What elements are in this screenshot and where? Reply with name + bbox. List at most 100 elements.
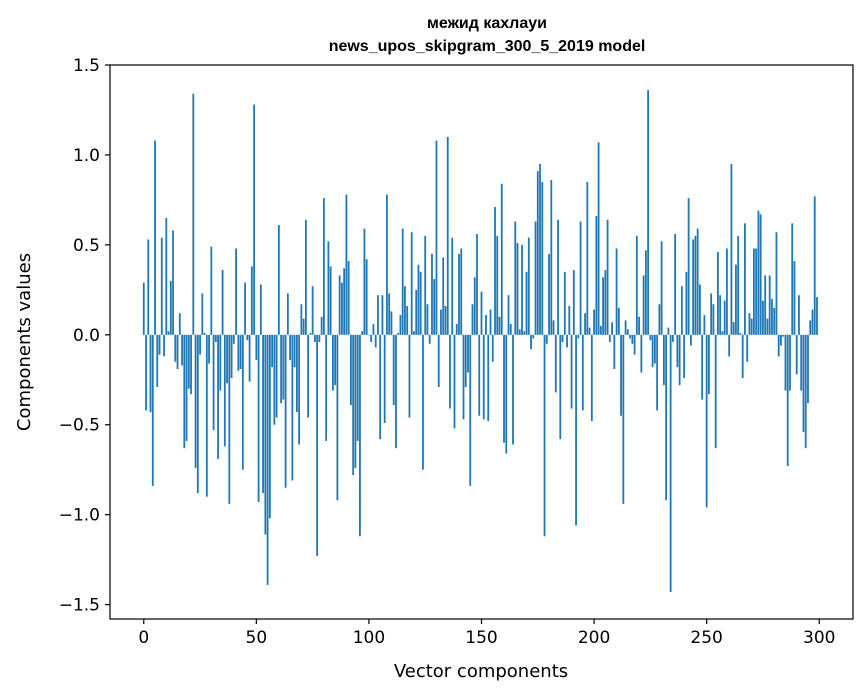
bar: [721, 331, 724, 335]
plot-frame: [109, 64, 854, 620]
bar: [266, 334, 269, 585]
bar: [552, 320, 555, 335]
bar: [512, 334, 514, 445]
x-tick-label: 150: [465, 628, 497, 648]
bar: [753, 248, 755, 335]
bar: [737, 235, 740, 335]
bar: [478, 334, 481, 416]
bar: [392, 334, 395, 405]
bar: [735, 264, 737, 335]
bar: [631, 334, 634, 344]
bar: [377, 295, 379, 335]
bar: [685, 271, 688, 335]
bar: [399, 315, 402, 335]
bar: [165, 217, 168, 335]
bar: [530, 334, 532, 350]
bar: [381, 295, 384, 335]
bar: [714, 334, 717, 449]
bar: [662, 334, 665, 386]
bar: [784, 334, 787, 391]
bar: [800, 334, 803, 391]
bar: [442, 257, 445, 335]
bar: [228, 334, 231, 504]
bar: [759, 214, 762, 335]
y-tick-label: −0.5: [59, 416, 100, 436]
bar: [302, 318, 305, 335]
bar: [496, 235, 499, 335]
bar: [505, 334, 508, 454]
bar: [246, 334, 249, 341]
bar: [676, 334, 679, 368]
bar: [795, 334, 798, 375]
bar: [739, 333, 742, 335]
bar: [536, 171, 539, 335]
bar: [527, 237, 530, 335]
bar: [449, 334, 451, 409]
bar: [352, 334, 355, 476]
bar: [280, 334, 283, 404]
bar: [241, 334, 244, 470]
bar: [588, 327, 591, 335]
bar: [201, 293, 204, 335]
bar: [244, 282, 246, 335]
bar: [192, 93, 195, 335]
bar: [680, 286, 683, 335]
bar: [642, 275, 645, 335]
bar: [570, 334, 573, 409]
bar: [651, 334, 654, 368]
bar: [147, 239, 150, 335]
bar: [658, 304, 661, 335]
bar: [503, 334, 505, 443]
bar: [532, 334, 535, 339]
bar: [217, 334, 219, 459]
bar: [264, 334, 267, 535]
bar: [383, 334, 386, 423]
bar: [350, 334, 352, 405]
bar: [271, 334, 274, 368]
bar: [541, 181, 544, 335]
bar: [514, 221, 517, 335]
y-tick-label: 1.5: [73, 56, 100, 76]
bar: [268, 334, 271, 519]
bar: [458, 253, 460, 335]
bar: [329, 266, 332, 335]
bar: [534, 221, 537, 335]
bar: [523, 331, 526, 335]
bar: [307, 334, 310, 418]
y-tick-label: −1.0: [59, 506, 100, 526]
bar: [728, 334, 731, 357]
bar: [397, 333, 400, 335]
bar: [491, 334, 494, 362]
bar: [413, 331, 415, 335]
bar: [656, 334, 659, 411]
bar: [446, 136, 449, 335]
bar: [379, 334, 382, 440]
bar: [629, 334, 631, 339]
bar: [705, 334, 708, 508]
bar: [183, 334, 186, 449]
bar: [327, 241, 330, 335]
bar: [494, 207, 496, 335]
bar: [219, 334, 222, 391]
bar: [469, 334, 472, 486]
bar: [291, 334, 294, 481]
bar: [762, 300, 764, 335]
bar: [257, 334, 260, 503]
bar: [667, 327, 670, 335]
bar: [154, 140, 156, 335]
bar: [777, 334, 780, 357]
bar: [435, 140, 438, 335]
bar: [464, 334, 467, 387]
bar: [404, 286, 406, 335]
bar: [554, 334, 557, 393]
bar: [309, 333, 312, 335]
bar: [422, 334, 424, 470]
bar: [789, 334, 791, 391]
bar: [586, 181, 589, 335]
bar: [689, 334, 692, 346]
bar: [212, 334, 215, 431]
bar: [370, 334, 373, 342]
bar: [708, 334, 710, 395]
y-tick-label: 0.0: [73, 326, 100, 346]
